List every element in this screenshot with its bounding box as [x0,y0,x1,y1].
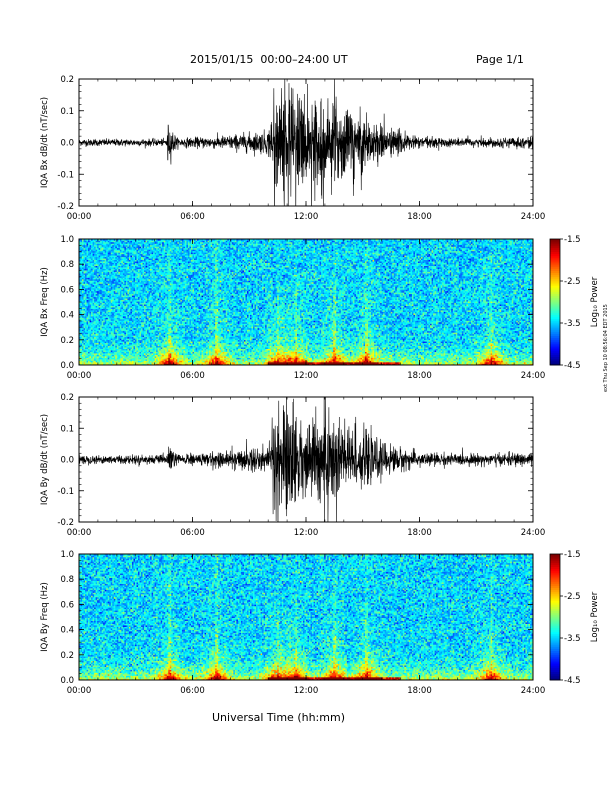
y-tick-label: -0.1 [57,170,74,180]
x-tick-label: 18:00 [407,212,432,222]
plots-canvas: 0.2 0.1 0.0 -0.1 -0.200:00 06:00 12:00 18:00 24:… [0,0,612,792]
y-axis-label: IQA Bx dB/dt (nT/sec) [40,97,50,188]
y-tick-label: -0.2 [57,202,74,212]
panel-2: 1.00.80.60.40.20.0-1.5-2.5-3.5-4.5Log₁₀ … [40,235,600,381]
spectrogram [79,239,533,365]
y-tick-label: 0.2 [60,75,74,85]
x-tick-label: 00:00 [67,212,92,222]
x-tick-label: 06:00 [180,212,205,222]
y-tick-label: 0.1 [60,107,74,117]
x-tick-label: 24:00 [521,212,546,222]
y-tick-label: 0.0 [60,139,74,149]
x-tick-label: 12:00 [294,212,319,222]
panel-1: 0.2 0.1 0.0 -0.1 -0.200:00 06:00 12:00 18:00 24:… [40,70,545,227]
